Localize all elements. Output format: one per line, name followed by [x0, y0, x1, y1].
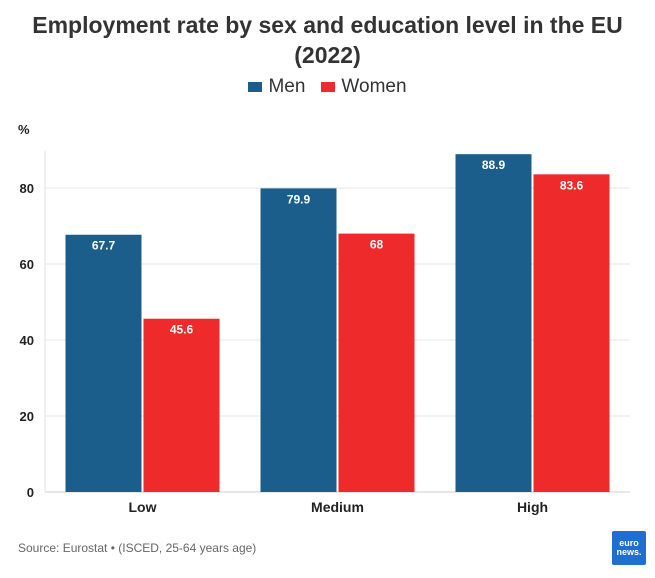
data-label: 83.6: [560, 178, 584, 192]
y-tick-label: 40: [20, 333, 34, 348]
bar-men-low: [65, 234, 142, 493]
logo-text-line2: news.: [616, 547, 642, 557]
bar-women-medium: [338, 233, 415, 492]
legend: Men Women: [0, 76, 655, 98]
y-tick-label: 80: [20, 181, 34, 196]
y-tick-label: 20: [20, 409, 34, 424]
legend-swatch-women: [321, 82, 336, 92]
data-label: 67.7: [92, 239, 116, 253]
bar-women-high: [533, 174, 610, 492]
data-label: 68: [370, 238, 384, 252]
legend-label-men: Men: [268, 76, 306, 97]
y-tick-label: 60: [20, 257, 34, 272]
legend-item-women[interactable]: Women: [321, 76, 407, 98]
x-tick-label: High: [517, 499, 548, 515]
bar-women-low: [143, 318, 220, 492]
euronews-logo: euro news.: [612, 531, 646, 565]
data-label: 45.6: [170, 323, 194, 337]
chart-title: Employment rate by sex and education lev…: [32, 12, 623, 68]
logo-text-line1: euro: [619, 538, 639, 548]
legend-swatch-men: [248, 82, 263, 92]
legend-label-women: Women: [341, 76, 407, 97]
bar-men-high: [455, 154, 532, 492]
data-label: 88.9: [482, 158, 506, 172]
x-tick-label: Medium: [311, 499, 364, 515]
y-tick-label: 0: [27, 485, 34, 500]
y-axis-label: %: [18, 122, 30, 137]
legend-item-men[interactable]: Men: [248, 76, 305, 98]
source-note: Source: Eurostat • (ISCED, 25-64 years a…: [18, 541, 257, 555]
x-tick-label: Low: [129, 499, 157, 515]
bar-men-medium: [260, 188, 337, 492]
data-label: 79.9: [287, 192, 311, 206]
